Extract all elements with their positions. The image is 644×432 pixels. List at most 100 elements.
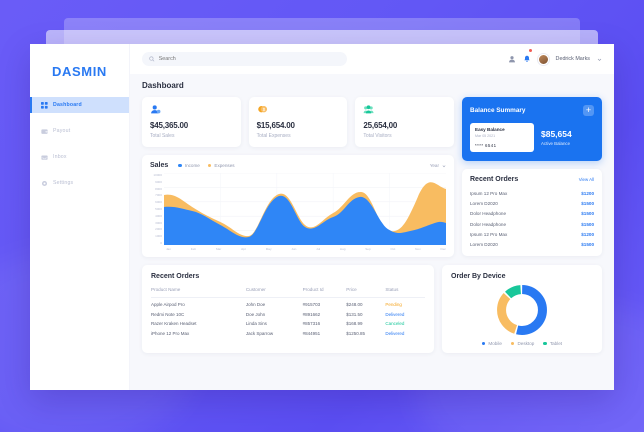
donut-slice-mobile	[497, 285, 547, 335]
balance-summary-card: Balance Summary + Easy Balance Mar 05 20…	[462, 97, 602, 161]
cell-product-id: #857316	[302, 321, 321, 327]
chart-x-axis: Jan Feb Mar Apr May Jun Jul Aug Sep Oct Nov Dec	[150, 247, 446, 251]
legend-item-income: Income	[178, 163, 200, 168]
legend-dot	[510, 341, 515, 346]
cell-product-id: #915703	[302, 302, 321, 308]
legend-item-tablet: Tablet	[543, 341, 562, 346]
stat-card-total-visitors: 25,654,00 Total Visitors	[355, 97, 455, 147]
x-tick: May	[265, 247, 272, 251]
chart-wrap: 10000 9000 8000 7000 6000 5000 4000 3000 2000 100…	[150, 172, 446, 246]
cell-product: iPhone 12 Pro Max	[151, 330, 190, 336]
chevron-down-icon[interactable]	[597, 57, 602, 62]
legend-dot	[207, 163, 212, 168]
list-item[interactable]: Lorem D2020 $1500	[470, 239, 594, 249]
legend-label: Tablet	[549, 341, 563, 346]
y-tick: 2000	[155, 227, 162, 232]
sales-legend: Income Expenses	[178, 163, 235, 168]
avatar[interactable]	[537, 53, 549, 65]
table-body: Apple Airpod Pro John Doe #915703 $248.00 Pe…	[151, 298, 425, 336]
cell-product: Razer Kraken Headset	[151, 321, 197, 327]
topbar-actions: Dedrick Marks	[508, 49, 602, 68]
sidebar-item-label: Payout	[53, 128, 71, 134]
donut-chart-svg	[497, 285, 547, 335]
main-area: Dedrick Marks Dashboard	[130, 44, 614, 390]
cell-customer: Doe John	[245, 311, 266, 317]
add-balance-button[interactable]: +	[583, 105, 594, 116]
donut-wrap	[451, 283, 593, 337]
column-header: Status	[385, 287, 425, 298]
inbox-icon	[41, 155, 48, 160]
sales-chart-panel: Sales Income Expenses	[142, 155, 454, 257]
x-tick: Jun	[291, 247, 297, 251]
sidebar-item-dashboard[interactable]: Dashboard	[30, 97, 129, 113]
list-item[interactable]: Lorem D2020 $1500	[470, 199, 594, 209]
cell-price: $248.00	[346, 302, 363, 308]
view-all-link[interactable]: View All	[578, 176, 594, 182]
year-dropdown[interactable]: Year	[430, 163, 446, 168]
legend-item-desktop: Desktop	[510, 341, 535, 346]
y-tick: 0	[160, 240, 162, 245]
stat-value: $45,365.00	[150, 121, 189, 130]
search-box[interactable]	[142, 52, 347, 66]
table-row[interactable]: Apple Airpod Pro John Doe #915703 $248.00 Pe…	[151, 298, 425, 308]
x-tick: Oct	[390, 247, 396, 251]
user-name: Dedrick Marks	[555, 56, 590, 62]
list-item-price: $1200	[581, 231, 594, 237]
table-header-row: Product Name Customer Product Id Price Statu…	[151, 287, 425, 298]
balance-mini-card[interactable]: Easy Balance Mar 05 2021 **** 6541	[470, 123, 534, 152]
list-item-name: Ipsum 12 Pro Max	[470, 191, 508, 197]
chart-y-axis: 10000 9000 8000 7000 6000 5000 4000 3000 2000 100…	[150, 173, 164, 245]
gear-icon	[41, 180, 48, 186]
sidebar-item-label: Inbox	[53, 154, 67, 160]
dashboard-window: DASMIN Dashboard Payout Inbox	[30, 44, 614, 390]
list-item-price: $1500	[581, 242, 594, 248]
legend-label: Desktop	[517, 341, 535, 346]
sidebar: DASMIN Dashboard Payout Inbox	[30, 44, 130, 390]
balance-amount-label: Active Balance	[541, 140, 571, 146]
list-item[interactable]: Ipsum 12 Pro Max $1200	[470, 229, 594, 239]
cell-product-id: #891662	[302, 311, 321, 317]
user-icon[interactable]	[508, 55, 516, 63]
sidebar-item-payout[interactable]: Payout	[30, 123, 129, 139]
sales-header: Sales Income Expenses	[150, 162, 446, 169]
column-header: Product Id	[302, 287, 347, 298]
notifications-button[interactable]	[523, 49, 532, 68]
legend-dot	[481, 341, 486, 346]
y-tick: 4000	[155, 213, 162, 218]
list-item-name: Ipsum 12 Pro Max	[470, 231, 508, 237]
list-item-price: $1500	[581, 201, 594, 207]
list-item[interactable]: Dolor Headphone $1500	[470, 219, 594, 229]
list-item-name: Lorem D2020	[470, 242, 498, 248]
x-tick: Jul	[316, 247, 321, 251]
list-item[interactable]: Ipsum 12 Pro Max $1200	[470, 189, 594, 199]
recent-orders-list-title: Recent Orders	[470, 175, 519, 183]
cell-price: $131.50	[346, 311, 363, 317]
cell-price: $168.99	[346, 321, 363, 327]
user-badge-icon	[151, 105, 161, 114]
table-row[interactable]: Redmi Note 10C Doe John #891662 $131.50 Deli…	[151, 307, 425, 317]
search-icon	[149, 56, 155, 62]
sidebar-item-inbox[interactable]: Inbox	[30, 149, 129, 165]
mini-card-date: Mar 05 2021	[475, 133, 496, 138]
table-row[interactable]: iPhone 12 Pro Max Jack Sparrow #844951 $125…	[151, 326, 425, 336]
wallet-icon	[41, 128, 48, 134]
status-badge: Canceled	[385, 321, 405, 327]
sidebar-item-settings[interactable]: Settings	[30, 175, 129, 191]
legend-item-expenses: Expenses	[207, 163, 235, 168]
orders-table: Product Name Customer Product Id Price Statu…	[151, 287, 425, 336]
y-tick: 10000	[153, 173, 162, 177]
x-tick: Nov	[415, 247, 421, 251]
year-label: Year	[429, 163, 439, 168]
table-row[interactable]: Razer Kraken Headset Linda Sins #857316 $16…	[151, 317, 425, 326]
legend-label: Income	[184, 163, 200, 168]
y-tick: 1000	[155, 234, 162, 239]
device-chart-title: Order By Device	[451, 273, 506, 280]
left-column: $45,365.00 Total Sales $ $15,654.00 Tota…	[142, 97, 455, 257]
sales-title: Sales	[150, 162, 169, 169]
x-tick: Mar	[215, 247, 222, 251]
list-item-price: $1500	[581, 221, 594, 227]
list-item[interactable]: Dolor Headphone $1500	[470, 209, 594, 219]
x-tick: Jan	[166, 247, 171, 251]
search-input[interactable]	[158, 56, 340, 62]
cell-product-id: #844951	[302, 330, 321, 336]
